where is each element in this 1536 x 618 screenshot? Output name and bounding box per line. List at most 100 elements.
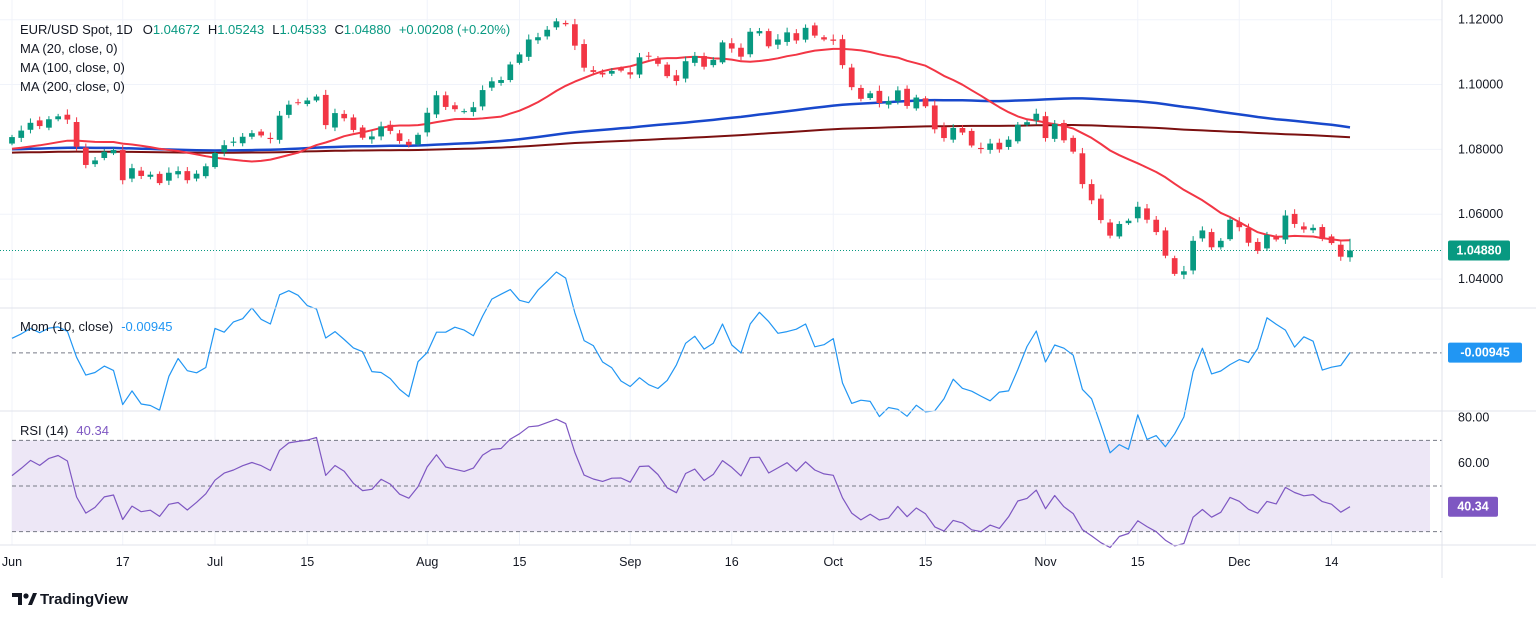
candle-body: [618, 68, 624, 71]
candle-body: [867, 93, 874, 99]
price-tick-label: 1.12000: [1458, 13, 1503, 27]
candle-body: [1116, 223, 1123, 237]
candle-body: [230, 141, 237, 143]
candle-body: [1347, 250, 1353, 258]
candle-body: [1310, 227, 1316, 231]
legend-symbol: EUR/USD Spot, 1D O1.04672 H1.05243 L1.04533…: [20, 22, 510, 37]
candle-body: [1254, 241, 1261, 251]
candle-body: [1042, 116, 1049, 139]
candle-body: [913, 97, 920, 109]
mom-legend[interactable]: Mom (10, close) -0.00945: [20, 319, 173, 334]
candle-body: [599, 72, 606, 75]
candle-body: [931, 105, 938, 130]
candle-body: [747, 31, 754, 55]
candle-body: [553, 21, 560, 28]
candle-body: [1337, 244, 1344, 257]
candle-body: [1014, 124, 1021, 142]
candle-body: [249, 133, 255, 137]
candle-body: [1134, 206, 1141, 219]
candle-body: [221, 145, 228, 153]
candle-body: [470, 107, 477, 112]
candle-body: [682, 61, 689, 79]
candle-body: [507, 64, 514, 81]
time-tick-label: 16: [725, 555, 739, 569]
candle-body: [452, 105, 458, 110]
candle-body: [1125, 220, 1132, 224]
candle-body: [304, 100, 311, 105]
candle-body: [516, 54, 523, 63]
candle-body: [922, 98, 929, 107]
candle-body: [1301, 226, 1307, 230]
candle-body: [92, 160, 98, 165]
candle-body: [996, 142, 1003, 150]
time-tick-label: 17: [116, 555, 130, 569]
last-price-badge: 1.04880: [1448, 240, 1510, 261]
candle-body: [202, 166, 209, 177]
candle-body: [811, 25, 818, 36]
candle-body: [415, 134, 421, 145]
time-tick-label: Oct: [824, 555, 844, 569]
candle-body: [765, 31, 772, 47]
candle-body: [978, 147, 984, 150]
tradingview-logo[interactable]: TradingView: [12, 591, 128, 608]
candle-body: [73, 122, 80, 147]
svg-text:40.34: 40.34: [1457, 500, 1488, 514]
candle-body: [129, 168, 135, 179]
candle-body: [1291, 213, 1298, 224]
candle-body: [175, 171, 181, 175]
candle-body: [738, 47, 744, 57]
candle-body: [36, 120, 43, 127]
legend-ma200[interactable]: MA (200, close, 0): [20, 79, 125, 94]
candle-body: [627, 72, 634, 75]
candle-body: [710, 59, 717, 66]
candle-body: [608, 70, 615, 74]
legend-ma20[interactable]: MA (20, close, 0): [20, 41, 118, 56]
candle-body: [193, 173, 200, 179]
candle-body: [9, 137, 15, 144]
candle-body: [212, 152, 218, 168]
candle-body: [1217, 240, 1224, 248]
candle-body: [1061, 122, 1067, 141]
candle-body: [904, 88, 910, 106]
candle-body: [784, 32, 790, 42]
candle-body: [858, 87, 864, 99]
candle-body: [525, 39, 532, 57]
candle-body: [369, 136, 375, 140]
candle-body: [728, 43, 735, 49]
candle-body: [64, 114, 71, 120]
time-tick-label: 15: [919, 555, 933, 569]
candle-body: [332, 113, 338, 128]
time-tick-label: Jun: [2, 555, 22, 569]
candle-body: [1097, 198, 1104, 221]
candle-body: [156, 173, 163, 184]
candle-body: [885, 101, 892, 105]
candle-body: [719, 42, 726, 63]
svg-text:1.04880: 1.04880: [1456, 244, 1501, 258]
moving-averages: [11, 47, 1351, 242]
candle-body: [1264, 234, 1270, 249]
rsi-value-badge: 40.34: [1448, 496, 1498, 517]
candle-body: [1033, 113, 1040, 121]
candle-body: [1328, 236, 1335, 244]
rsi-legend[interactable]: RSI (14) 40.34: [20, 423, 109, 438]
candle-body: [488, 81, 495, 88]
candle-body: [1171, 258, 1178, 274]
candle-body: [1245, 228, 1252, 243]
candle-body: [479, 90, 486, 107]
legend-ma100[interactable]: MA (100, close, 0): [20, 60, 125, 75]
candle-body: [1190, 240, 1196, 271]
candle-body: [968, 130, 975, 146]
candle-body: [655, 59, 661, 64]
price-tick-label: 1.10000: [1458, 78, 1503, 92]
rsi-line: [11, 418, 1351, 549]
time-tick-label: Jul: [207, 555, 223, 569]
candle-body: [313, 96, 320, 101]
candle-body: [138, 170, 145, 176]
candle-body: [1273, 236, 1280, 240]
candle-body: [101, 151, 108, 158]
candle-body: [82, 147, 89, 165]
tradingview-logo-icon: [12, 593, 22, 605]
candle-body: [673, 75, 680, 81]
candle-body: [959, 128, 966, 133]
